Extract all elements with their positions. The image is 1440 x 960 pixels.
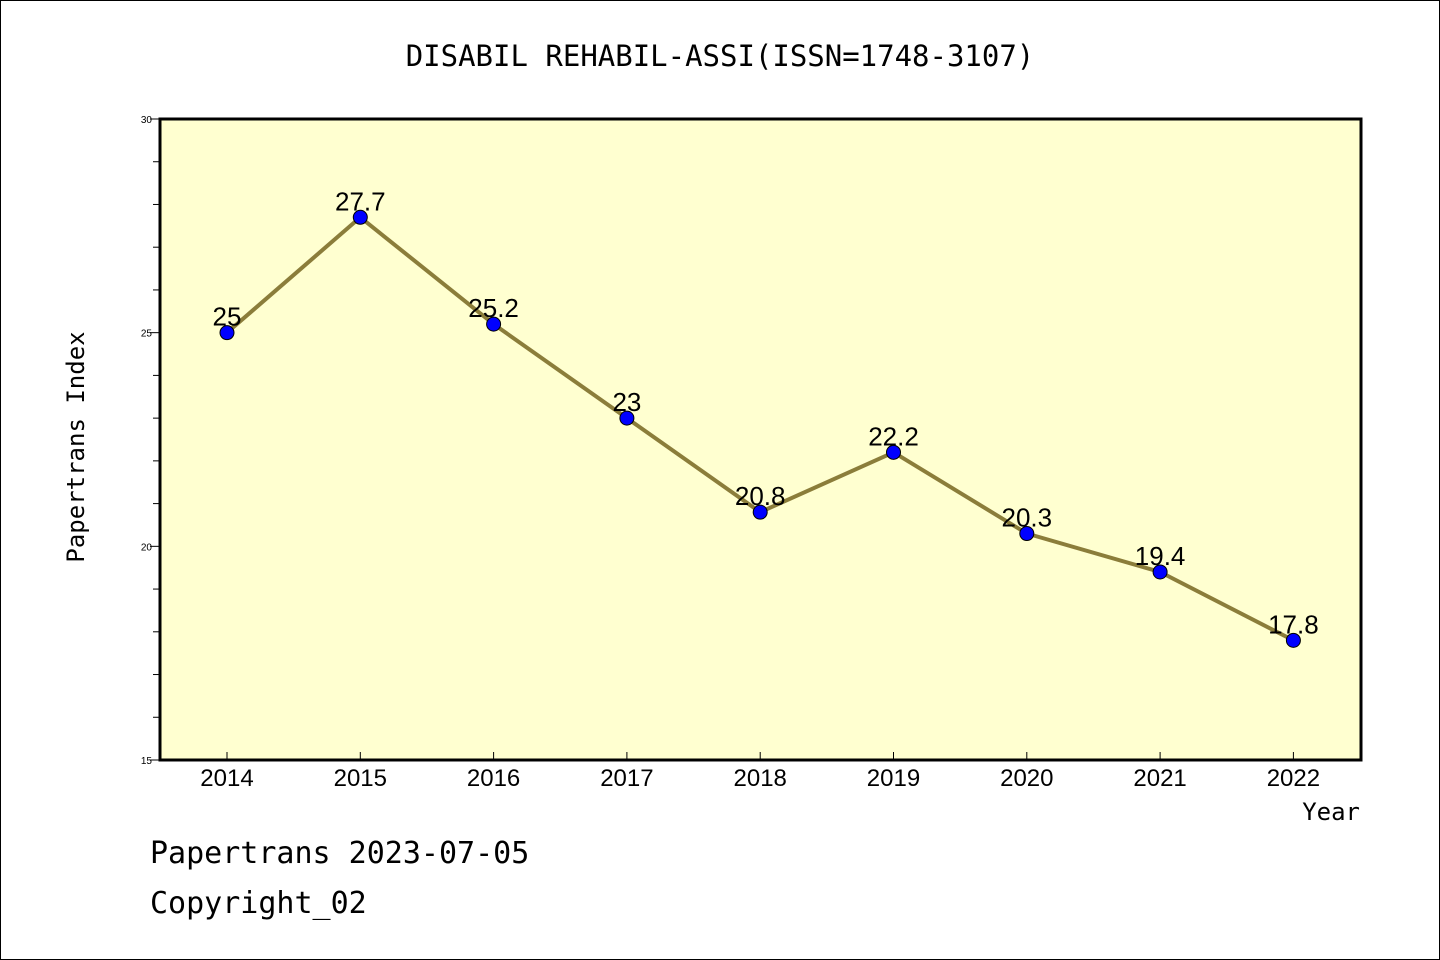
- data-labels: 25 27.7 25.2 23 20.8 22.2 20.3 19.4 17.8: [213, 186, 1319, 639]
- y-tick-label: 30: [141, 115, 153, 126]
- data-label: 27.7: [335, 186, 386, 216]
- data-point: [619, 410, 635, 426]
- data-point: [486, 316, 502, 332]
- data-label: 17.8: [1268, 609, 1319, 639]
- data-label: 20.3: [1001, 503, 1052, 533]
- data-point: [219, 325, 235, 341]
- data-point: [1285, 632, 1301, 648]
- data-point: [1152, 564, 1168, 580]
- y-axis-label: Papertrans Index: [62, 331, 90, 562]
- y-axis: 15 20 25 30: [141, 115, 160, 767]
- y-tick-label: 25: [141, 329, 153, 340]
- x-tick-label: 2017: [600, 765, 653, 792]
- x-axis-label: Year: [1302, 798, 1360, 826]
- x-tick-label: 2019: [867, 765, 920, 792]
- x-tick-label: 2014: [200, 765, 253, 792]
- data-label: 20.8: [735, 481, 786, 511]
- data-label: 23: [612, 387, 641, 417]
- data-point: [1019, 526, 1035, 542]
- y-tick-label: 15: [141, 756, 153, 767]
- footer-copyright: Copyright_02: [150, 886, 367, 921]
- chart-title: DISABIL REHABIL-ASSI(ISSN=1748-3107): [406, 39, 1035, 73]
- x-tick-label: 2016: [467, 765, 520, 792]
- x-tick-label: 2015: [334, 765, 387, 792]
- data-point: [352, 209, 368, 225]
- plot-area: [158, 117, 1363, 762]
- x-tick-label: 2021: [1133, 765, 1186, 792]
- data-label: 25.2: [468, 293, 519, 323]
- data-point: [886, 444, 901, 460]
- data-label: 19.4: [1135, 541, 1186, 571]
- data-markers: [219, 209, 1301, 648]
- x-tick-label: 2018: [734, 765, 787, 792]
- y-tick-label: 20: [141, 542, 153, 553]
- footer-date: Papertrans 2023-07-05: [150, 836, 530, 871]
- data-point: [752, 504, 768, 520]
- x-tick-label: 2022: [1267, 765, 1320, 792]
- data-label: 25: [213, 302, 242, 332]
- data-label: 22.2: [868, 421, 919, 451]
- x-axis: 2014 2015 2016 2017 2018 2019 2020 2021 2022: [200, 752, 1320, 792]
- x-tick-label: 2020: [1000, 765, 1053, 792]
